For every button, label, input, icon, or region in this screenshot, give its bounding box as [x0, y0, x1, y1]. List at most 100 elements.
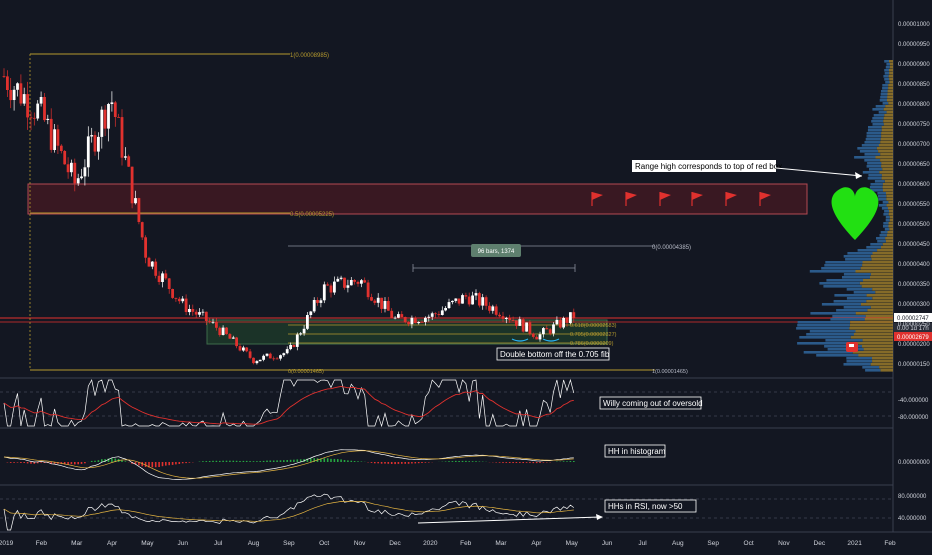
macd-histogram-bar	[253, 461, 255, 462]
volume-profile-bar-hi	[873, 252, 894, 255]
candle-body	[188, 309, 191, 312]
candle-body	[512, 320, 515, 321]
volume-profile-bar-hi	[858, 354, 893, 357]
candle-body	[90, 135, 93, 136]
volume-profile-bar-hi	[886, 198, 893, 201]
time-axis-label: Aug	[248, 540, 260, 547]
candle-body	[191, 309, 194, 312]
volume-profile-bar	[883, 222, 888, 225]
volume-profile-bar	[884, 210, 889, 213]
volume-profile-bar-hi	[879, 171, 893, 174]
volume-profile-bar-hi	[866, 315, 893, 318]
candle-body	[269, 354, 272, 359]
macd-histogram-bar	[229, 461, 231, 462]
volume-profile-bar	[880, 234, 887, 237]
macd-histogram-bar	[495, 462, 497, 463]
candle-body	[185, 299, 188, 312]
volume-profile-bar-hi	[863, 339, 893, 342]
candle-body	[542, 328, 545, 334]
time-axis-label: Jun	[178, 540, 189, 547]
volume-profile-bar-hi	[867, 309, 893, 312]
time-axis-label: Oct	[744, 540, 754, 547]
candle-body	[111, 102, 114, 104]
bars-pattern-label: 96 bars, 1374	[478, 249, 515, 255]
time-axis-label: Feb	[884, 540, 896, 547]
volume-profile-bar-hi	[889, 225, 894, 228]
candle-body	[13, 90, 16, 100]
volume-profile-bar-hi	[862, 345, 893, 348]
candle-body	[468, 297, 471, 305]
volume-profile-bar	[867, 165, 882, 168]
volume-profile-bar	[819, 282, 860, 285]
rsi-callout-text: HHs in RSI, now >50	[608, 502, 683, 511]
macd-histogram-bar	[479, 462, 481, 463]
macd-histogram-bar	[391, 462, 393, 464]
macd-histogram-bar	[566, 461, 568, 462]
fib-label-05: 0.5(0.00005225)	[290, 212, 334, 218]
candle-body	[134, 198, 137, 203]
price-axis-label: 0.00000800	[898, 102, 930, 108]
volume-profile-bar-hi	[889, 78, 893, 81]
time-axis-label: Mar	[495, 540, 507, 547]
macd-histogram-bar	[23, 462, 25, 463]
volume-profile-bar-hi	[887, 96, 893, 99]
volume-profile-bar	[870, 186, 883, 189]
macd-histogram-bar	[30, 462, 32, 464]
macd-histogram-bar	[212, 461, 214, 462]
candle-body	[171, 289, 174, 298]
volume-profile-bar	[883, 213, 888, 216]
candle-body	[104, 110, 107, 129]
price-axis-label: 0.00000950	[898, 42, 930, 48]
volume-profile-bar-hi	[885, 105, 893, 108]
candle-body	[46, 119, 49, 120]
volume-profile-bar	[826, 279, 863, 282]
volume-profile-bar-hi	[881, 138, 893, 141]
macd-histogram-bar	[297, 459, 299, 462]
volume-profile-bar-hi	[851, 336, 893, 339]
price-axis-label: 0.00000250	[898, 322, 930, 328]
volume-profile-bar	[834, 300, 867, 303]
volume-profile-bar-hi	[853, 351, 893, 354]
macd-histogram-bar	[125, 461, 127, 462]
candle-body	[471, 296, 474, 305]
candle-body	[3, 76, 6, 77]
macd-histogram-bar	[249, 461, 251, 462]
macd-histogram-bar	[209, 461, 211, 462]
volume-profile-bar	[876, 105, 886, 108]
volume-profile-bar-hi	[866, 300, 893, 303]
macd-histogram-bar	[506, 462, 508, 463]
macd-histogram-bar	[418, 462, 420, 463]
candle-body	[195, 312, 198, 315]
macd-histogram-bar	[202, 461, 204, 462]
candle-body	[212, 322, 215, 323]
fib-label-705: 0.705(0.00002327)	[570, 332, 617, 338]
macd-histogram-bar	[455, 461, 457, 462]
candle-body	[488, 306, 491, 311]
fib-label-1-lower: 1(0.00001465)	[652, 369, 688, 375]
volume-profile-bar	[847, 360, 873, 363]
range-high-callout-text: Range high corresponds to top of red box	[635, 162, 782, 171]
candle-body	[232, 338, 235, 339]
volume-profile-bar	[832, 315, 865, 318]
macd-histogram-bar	[81, 462, 83, 464]
volume-profile-bar	[847, 252, 872, 255]
volume-profile-bar-hi	[875, 291, 893, 294]
macd-histogram-bar	[226, 461, 228, 462]
candle-body	[138, 198, 141, 222]
volume-profile-bar	[872, 108, 883, 111]
time-axis-label: Apr	[531, 540, 542, 547]
candle-body	[218, 328, 221, 335]
candle-body	[556, 320, 559, 324]
volume-profile-bar	[867, 162, 881, 165]
volume-profile-bar-hi	[884, 114, 893, 117]
volume-profile-bar	[823, 285, 861, 288]
macd-histogram-bar	[472, 461, 474, 462]
candle-body	[491, 306, 494, 310]
macd-histogram-bar	[101, 459, 103, 462]
macd-histogram-bar	[340, 459, 342, 462]
volume-profile-bar	[865, 369, 880, 372]
volume-profile-bar-hi	[867, 294, 893, 297]
price-axis-label: 0.00000200	[898, 342, 930, 348]
candle-body	[141, 222, 144, 237]
